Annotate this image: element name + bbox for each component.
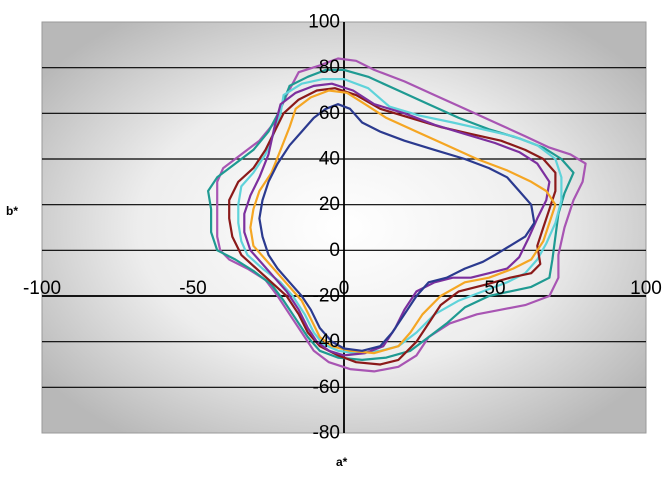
y-tick-label: 20 (319, 194, 340, 215)
y-tick-label: 80 (319, 57, 340, 78)
x-tick-label: 100 (630, 278, 662, 299)
y-tick-label: 40 (319, 149, 340, 170)
y-tick-label: -40 (313, 331, 340, 352)
y-tick-label: -60 (313, 377, 340, 398)
y-tick-labels: -80 -60 -40 -20 0 20 40 60 80 100 (308, 12, 340, 444)
y-tick-label: -20 (313, 286, 340, 307)
y-tick-label: 100 (308, 12, 340, 33)
x-tick-label: 0 (339, 278, 350, 299)
y-axis-title: b* (6, 204, 18, 218)
y-tick-label: 0 (329, 240, 340, 261)
series-line-2 (207, 68, 575, 361)
series-group (207, 57, 587, 373)
x-tick-labels: -100 -50 0 50 100 (23, 278, 662, 299)
x-tick-label: -50 (179, 278, 206, 299)
y-tick-label: 60 (319, 103, 340, 124)
series-line-6 (249, 89, 557, 355)
series-line-7 (258, 103, 536, 352)
x-tick-label: -100 (23, 278, 61, 299)
y-tick-label: -80 (313, 423, 340, 444)
series-line-5 (243, 82, 551, 357)
x-tick-label: 50 (484, 278, 505, 299)
x-axis-title: a* (336, 455, 348, 469)
